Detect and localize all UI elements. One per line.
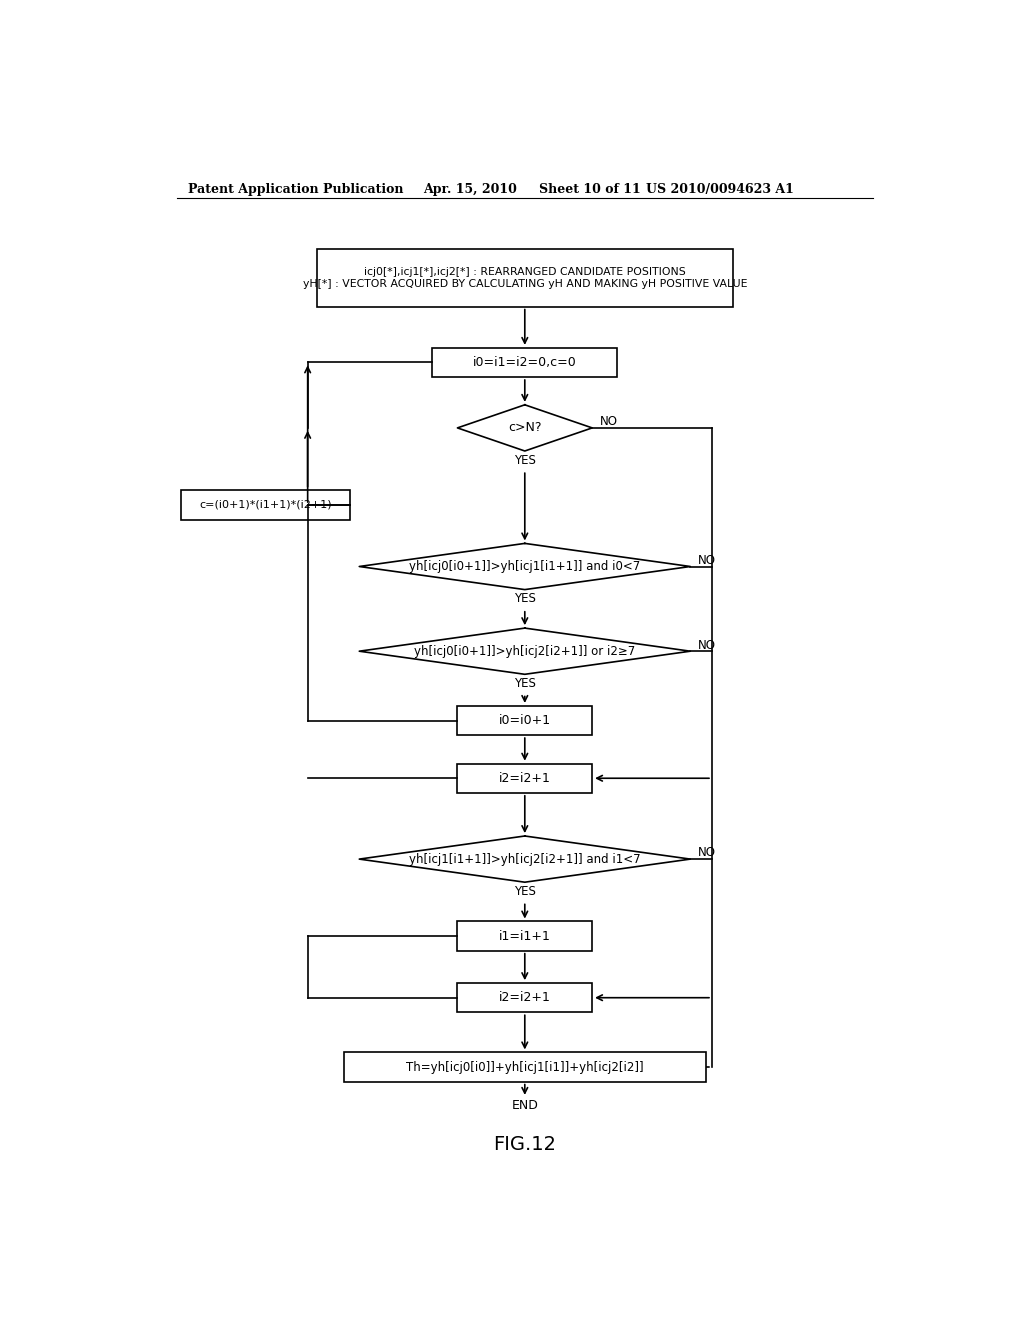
Bar bbox=[458, 921, 592, 950]
Text: yh[icj0[i0+1]]>yh[icj1[i1+1]] and i0<7: yh[icj0[i0+1]]>yh[icj1[i1+1]] and i0<7 bbox=[410, 560, 640, 573]
Bar bbox=[458, 706, 592, 735]
Text: NO: NO bbox=[698, 554, 716, 566]
Bar bbox=[316, 249, 733, 306]
Text: i0=i0+1: i0=i0+1 bbox=[499, 714, 551, 727]
Text: i2=i2+1: i2=i2+1 bbox=[499, 991, 551, 1005]
Text: US 2010/0094623 A1: US 2010/0094623 A1 bbox=[646, 182, 795, 195]
Text: c=(i0+1)*(i1+1)*(i2+1): c=(i0+1)*(i1+1)*(i2+1) bbox=[199, 500, 332, 510]
Text: i0=i1=i2=0,c=0: i0=i1=i2=0,c=0 bbox=[473, 356, 577, 370]
Bar bbox=[458, 763, 592, 793]
Text: NO: NO bbox=[600, 416, 617, 428]
Text: NO: NO bbox=[698, 846, 716, 859]
Polygon shape bbox=[359, 628, 690, 675]
Text: NO: NO bbox=[698, 639, 716, 652]
Text: YES: YES bbox=[514, 884, 536, 898]
Text: yh[icj1[i1+1]]>yh[icj2[i2+1]] and i1<7: yh[icj1[i1+1]]>yh[icj2[i2+1]] and i1<7 bbox=[409, 853, 641, 866]
Text: Th=yh[icj0[i0]]+yh[icj1[i1]]+yh[icj2[i2]]: Th=yh[icj0[i0]]+yh[icj1[i1]]+yh[icj2[i2]… bbox=[406, 1060, 644, 1073]
Text: Patent Application Publication: Patent Application Publication bbox=[188, 182, 403, 195]
Text: YES: YES bbox=[514, 454, 536, 467]
Text: icj0[*],icj1[*],icj2[*] : REARRANGED CANDIDATE POSITIONS
yH[*] : VECTOR ACQUIRED: icj0[*],icj1[*],icj2[*] : REARRANGED CAN… bbox=[302, 267, 748, 289]
Bar bbox=[432, 348, 617, 378]
Bar bbox=[180, 490, 350, 520]
Text: YES: YES bbox=[514, 677, 536, 690]
Text: yh[icj0[i0+1]]>yh[icj2[i2+1]] or i2≥7: yh[icj0[i0+1]]>yh[icj2[i2+1]] or i2≥7 bbox=[414, 644, 636, 657]
Text: i1=i1+1: i1=i1+1 bbox=[499, 929, 551, 942]
Text: FIG.12: FIG.12 bbox=[494, 1134, 556, 1154]
Text: c>N?: c>N? bbox=[508, 421, 542, 434]
Polygon shape bbox=[458, 405, 592, 451]
Polygon shape bbox=[359, 836, 690, 882]
Text: END: END bbox=[511, 1100, 539, 1111]
Text: Apr. 15, 2010: Apr. 15, 2010 bbox=[423, 182, 517, 195]
Text: Sheet 10 of 11: Sheet 10 of 11 bbox=[539, 182, 640, 195]
Text: YES: YES bbox=[514, 593, 536, 606]
Polygon shape bbox=[359, 544, 690, 590]
Bar bbox=[344, 1052, 706, 1081]
Bar bbox=[458, 983, 592, 1012]
Text: i2=i2+1: i2=i2+1 bbox=[499, 772, 551, 785]
